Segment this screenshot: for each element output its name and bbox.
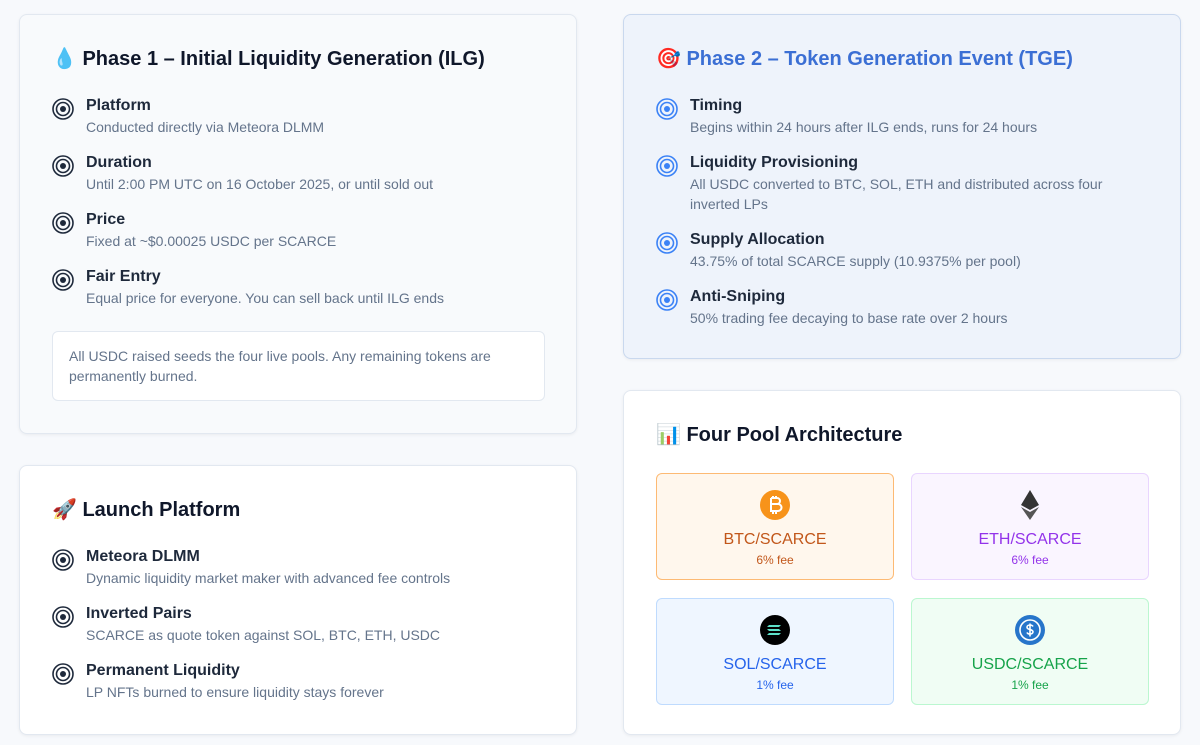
card-title: 🚀 Launch Platform xyxy=(52,499,241,521)
item-title: Supply Allocation xyxy=(690,231,825,248)
item-icon xyxy=(52,269,74,291)
item-title: Inverted Pairs xyxy=(86,605,192,622)
item-title: Meteora DLMM xyxy=(86,548,200,565)
note: All USDC raised seeds the four live pool… xyxy=(52,331,545,401)
pool-grid: BTC/SCARCE 6% fee ETH/SCARCE 6% fee SOL/… xyxy=(656,473,1149,705)
item-text: LP NFTs burned to ensure liquidity stays… xyxy=(86,684,384,700)
eth-icon xyxy=(1021,490,1039,520)
item-text: All USDC converted to BTC, SOL, ETH and … xyxy=(690,176,1103,212)
item-text: Fixed at ~$0.00025 USDC per SCARCE xyxy=(86,233,337,249)
item-text: Begins within 24 hours after ILG ends, r… xyxy=(690,119,1038,135)
list-item: Fair Entry Equal price for everyone. You … xyxy=(52,266,545,308)
pool-pair: BTC/SCARCE xyxy=(723,531,827,548)
btc-icon xyxy=(760,490,790,520)
pool-pair: SOL/SCARCE xyxy=(723,656,827,673)
item-title: Price xyxy=(86,211,126,228)
item-icon xyxy=(52,212,74,234)
item-text: SCARCE as quote token against SOL, BTC, … xyxy=(86,627,441,643)
item-icon xyxy=(656,155,678,177)
list-item: Meteora DLMM Dynamic liquidity market mak… xyxy=(52,546,545,588)
list-item: Platform Conducted directly via Meteora D… xyxy=(52,95,545,137)
item-list: Platform Conducted directly via Meteora D… xyxy=(52,95,545,308)
item-text: Dynamic liquidity market maker with adva… xyxy=(86,570,451,586)
list-item: Duration Until 2:00 PM UTC on 16 October … xyxy=(52,152,545,194)
list-item: Price Fixed at ~$0.00025 USDC per SCARCE xyxy=(52,209,545,251)
item-title: Liquidity Provisioning xyxy=(690,154,858,171)
launch-card: 🚀 Launch Platform Meteora DLMM Dynamic li… xyxy=(19,465,577,735)
pool-fee: 6% fee xyxy=(756,553,794,567)
pool-fee: 6% fee xyxy=(1011,553,1049,567)
item-icon xyxy=(656,289,678,311)
list-item: Supply Allocation 43.75% of total SCARCE … xyxy=(656,229,1149,271)
item-text: Conducted directly via Meteora DLMM xyxy=(86,119,325,135)
pool-card: ETH/SCARCE 6% fee xyxy=(911,473,1149,580)
item-icon xyxy=(52,98,74,120)
card-title: 🎯 Phase 2 – Token Generation Event (TGE) xyxy=(656,48,1073,70)
list-item: Liquidity Provisioning All USDC converted… xyxy=(656,152,1149,214)
list-item: Inverted Pairs SCARCE as quote token agai… xyxy=(52,603,545,645)
list-item: Timing Begins within 24 hours after ILG e… xyxy=(656,95,1149,137)
item-title: Platform xyxy=(86,97,151,114)
pool-fee: 1% fee xyxy=(1011,678,1049,692)
pool-card: BTC/SCARCE 6% fee xyxy=(656,473,894,580)
list-item: Anti-Sniping 50% trading fee decaying to … xyxy=(656,286,1149,328)
usdc-icon xyxy=(1015,615,1045,645)
item-text: Until 2:00 PM UTC on 16 October 2025, or… xyxy=(86,176,434,192)
item-title: Permanent Liquidity xyxy=(86,662,240,679)
pool-pair: USDC/SCARCE xyxy=(971,656,1089,673)
phase1-card: 💧 Phase 1 – Initial Liquidity Generation… xyxy=(19,14,577,434)
item-title: Fair Entry xyxy=(86,268,161,285)
list-item: Permanent Liquidity LP NFTs burned to ens… xyxy=(52,660,545,702)
item-text: Equal price for everyone. You can sell b… xyxy=(86,290,444,306)
pool-pair: ETH/SCARCE xyxy=(978,531,1082,548)
pool-fee: 1% fee xyxy=(756,678,794,692)
card-title: 📊 Four Pool Architecture xyxy=(656,424,903,446)
item-icon xyxy=(656,232,678,254)
item-text: 50% trading fee decaying to base rate ov… xyxy=(690,310,1008,326)
pools-card: 📊 Four Pool Architecture BTC/SCARCE 6% f… xyxy=(623,390,1181,735)
item-title: Timing xyxy=(690,97,743,114)
item-text: 43.75% of total SCARCE supply (10.9375% … xyxy=(690,253,1021,269)
pool-card: SOL/SCARCE 1% fee xyxy=(656,598,894,705)
item-icon xyxy=(52,606,74,628)
item-icon xyxy=(52,549,74,571)
pool-card: USDC/SCARCE 1% fee xyxy=(911,598,1149,705)
card-title: 💧 Phase 1 – Initial Liquidity Generation… xyxy=(52,48,485,70)
item-list: Timing Begins within 24 hours after ILG e… xyxy=(656,95,1149,328)
phase2-card: 🎯 Phase 2 – Token Generation Event (TGE)… xyxy=(623,14,1181,359)
item-list: Meteora DLMM Dynamic liquidity market mak… xyxy=(52,546,545,702)
item-icon xyxy=(52,663,74,685)
sol-icon xyxy=(760,615,790,645)
item-icon xyxy=(52,155,74,177)
item-title: Duration xyxy=(86,154,152,171)
item-icon xyxy=(656,98,678,120)
item-title: Anti-Sniping xyxy=(690,288,786,305)
